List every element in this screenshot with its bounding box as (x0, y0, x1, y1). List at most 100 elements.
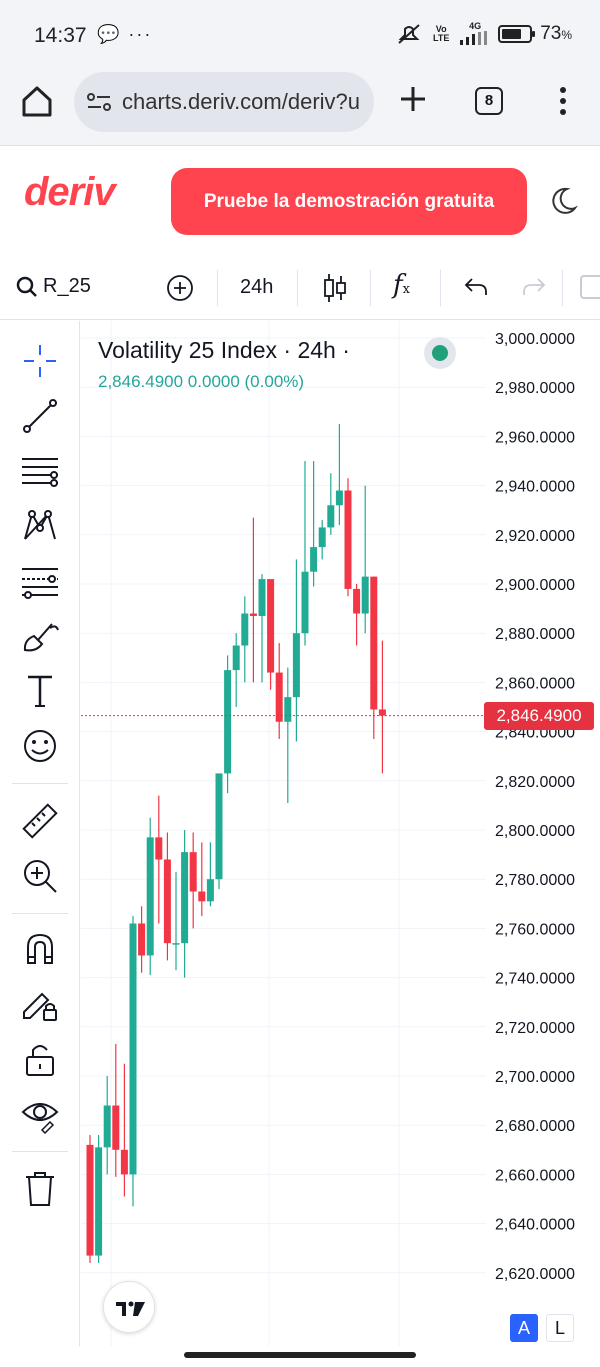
lock-drawings-icon[interactable] (20, 984, 60, 1024)
crosshair-icon[interactable] (20, 341, 60, 381)
y-axis-tick-label: 2,640.0000 (495, 1217, 575, 1234)
drawing-toolbar (0, 321, 80, 1346)
chart-area[interactable]: 3,000.0000 2,980.0000 2,960.0000 2,940.0000… (81, 321, 600, 1346)
candle-body (370, 576, 378, 710)
y-axis-tick-label: 2,900.0000 (495, 577, 575, 594)
undo-icon[interactable] (464, 276, 488, 298)
candle-body (206, 879, 214, 902)
candle-body (120, 1149, 128, 1175)
tools-divider (12, 913, 68, 914)
mute-icon (398, 23, 420, 44)
candle-body (310, 547, 318, 572)
candle-body (112, 1105, 120, 1150)
notification-icons: 💬 ··· (97, 24, 153, 44)
tab-switcher-button[interactable]: 8 (475, 87, 503, 115)
candle-body (249, 613, 257, 616)
free-demo-button[interactable]: Pruebe la demostración gratuita (171, 168, 527, 235)
gesture-nav-handle[interactable] (184, 1352, 416, 1358)
candle-body (327, 505, 335, 528)
candle-body (224, 670, 232, 774)
toolbar-divider (370, 270, 371, 306)
y-axis-tick-label: 2,780.0000 (495, 872, 575, 889)
y-axis-tick-label: 2,880.0000 (495, 626, 575, 643)
pattern-icon[interactable] (20, 506, 60, 546)
home-icon[interactable] (20, 84, 54, 118)
trash-icon[interactable] (20, 1169, 60, 1209)
y-axis-tick-label: 2,960.0000 (495, 429, 575, 446)
market-status-icon[interactable] (424, 337, 456, 369)
y-axis-tick-label: 2,700.0000 (495, 1069, 575, 1086)
volte-label: Vo LTE (433, 23, 450, 43)
more-menu-icon[interactable] (556, 86, 570, 116)
y-axis-tick-label: 2,620.0000 (495, 1266, 575, 1283)
tools-divider (12, 1151, 68, 1152)
toolbar-divider (297, 270, 298, 306)
indicators-button[interactable]: fx (393, 270, 410, 300)
site-header: deriv Pruebe la demostración gratuita (0, 146, 600, 256)
candle-body (335, 490, 343, 506)
interval-button[interactable]: 24h (240, 276, 274, 298)
legend-symbol-title[interactable]: Volatility 25 Index · 24h · (98, 337, 350, 363)
dark-mode-moon-icon[interactable] (548, 186, 578, 216)
ruler-icon[interactable] (20, 801, 60, 841)
y-axis-tick-label: 2,940.0000 (495, 479, 575, 496)
redo-icon[interactable] (522, 276, 546, 298)
unlock-icon[interactable] (20, 1039, 60, 1079)
candle-body (267, 579, 275, 673)
tradingview-logo[interactable] (103, 1281, 155, 1333)
candle-body (163, 859, 171, 944)
compare-add-icon[interactable] (166, 274, 194, 302)
toolbar-divider (217, 270, 218, 306)
candle-body (378, 709, 386, 716)
symbol-search[interactable]: R_25 (43, 275, 91, 297)
y-axis-tick-label: 2,980.0000 (495, 380, 575, 397)
status-time: 14:37 (34, 24, 87, 47)
candle-body (198, 891, 206, 902)
last-price-label: 2,846.4900 (484, 701, 594, 730)
fib-retracement-icon[interactable] (20, 561, 60, 601)
candle-body (103, 1105, 111, 1148)
text-icon[interactable] (20, 671, 60, 711)
emoji-icon[interactable] (20, 726, 60, 766)
y-axis-tick-label: 2,720.0000 (495, 1020, 575, 1037)
site-settings-icon[interactable] (86, 90, 112, 114)
candle-body (215, 773, 223, 880)
new-tab-icon[interactable] (398, 84, 428, 114)
deriv-logo[interactable]: deriv (24, 170, 116, 214)
candle-body (284, 697, 292, 722)
brush-icon[interactable] (20, 616, 60, 656)
fullscreen-icon[interactable] (580, 275, 600, 299)
y-axis-tick-label: 2,860.0000 (495, 675, 575, 692)
chart-type-candles-icon[interactable] (322, 272, 348, 304)
chart-toolbar: R_25 24h fx (0, 256, 600, 320)
parallel-lines-icon[interactable] (20, 451, 60, 491)
search-icon[interactable] (16, 276, 38, 298)
candle-body (301, 571, 309, 634)
eye-icon[interactable] (20, 1094, 60, 1135)
legend-ohlc-values: 2,846.4900 0.0000 (0.00%) (98, 372, 305, 391)
candle-body (95, 1147, 103, 1256)
signal-group: 4G (460, 22, 490, 45)
battery-percent: 73% (540, 22, 572, 44)
url-text: charts.deriv.com/deriv?u (122, 89, 361, 114)
y-axis-tick-label: 2,680.0000 (495, 1118, 575, 1135)
candle-body (361, 576, 369, 614)
candle-body (258, 579, 266, 616)
candle-body (129, 923, 137, 1175)
log-scale-button[interactable]: L (546, 1314, 574, 1342)
y-axis-tick-label: 2,760.0000 (495, 921, 575, 938)
auto-scale-button[interactable]: A (510, 1314, 538, 1342)
candlestick-chart[interactable]: 3,000.0000 2,980.0000 2,960.0000 2,940.0000… (81, 321, 600, 1346)
address-bar[interactable]: charts.deriv.com/deriv?u (74, 72, 374, 132)
candle-body (86, 1144, 94, 1256)
battery-icon (498, 24, 536, 43)
magnet-icon[interactable] (20, 929, 60, 969)
trend-line-icon[interactable] (20, 396, 60, 436)
candle-body (146, 837, 154, 956)
y-axis-tick-label: 2,820.0000 (495, 774, 575, 791)
tools-divider (12, 783, 68, 784)
status-bar: 14:37 💬 ··· Vo LTE 4G 73% (0, 0, 600, 70)
candle-body (275, 672, 283, 722)
zoom-in-icon[interactable] (20, 856, 60, 896)
candle-body (353, 588, 361, 614)
